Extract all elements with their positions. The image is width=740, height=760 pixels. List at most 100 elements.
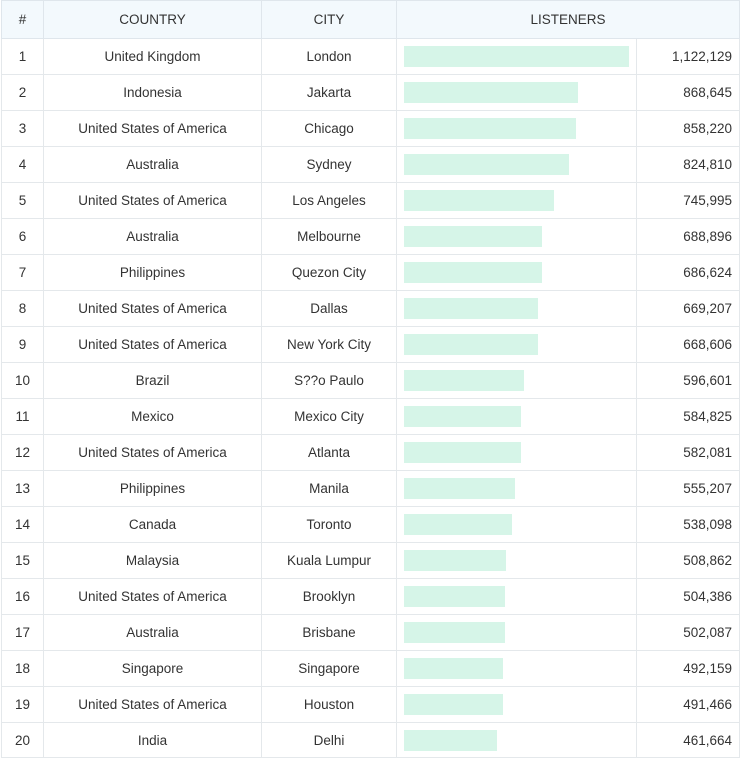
listeners-bar (404, 370, 524, 391)
listeners-value-cell: 502,087 (636, 614, 740, 651)
listeners-value-cell: 858,220 (636, 110, 740, 147)
listeners-value-cell: 824,810 (636, 146, 740, 183)
rank-cell: 10 (1, 362, 44, 399)
header-row: # COUNTRY CITY LISTENERS (1, 0, 740, 39)
rank-cell: 2 (1, 74, 44, 111)
table-row: 15 Malaysia Kuala Lumpur 508,862 (1, 542, 740, 579)
listeners-value-cell: 686,624 (636, 254, 740, 291)
listeners-bar-cell (396, 182, 637, 219)
country-cell: United Kingdom (43, 38, 262, 75)
listeners-value-cell: 461,664 (636, 722, 740, 758)
listeners-bar-cell (396, 362, 637, 399)
table-row: 4 Australia Sydney 824,810 (1, 146, 740, 183)
city-cell: Jakarta (261, 74, 397, 111)
table-row: 12 United States of America Atlanta 582,081 (1, 434, 740, 471)
listeners-value-cell: 868,645 (636, 74, 740, 111)
city-cell: Singapore (261, 650, 397, 687)
listeners-value-cell: 538,098 (636, 506, 740, 543)
listeners-bar (404, 658, 503, 679)
city-cell: New York City (261, 326, 397, 363)
rank-cell: 18 (1, 650, 44, 687)
rank-cell: 9 (1, 326, 44, 363)
listeners-value-cell: 582,081 (636, 434, 740, 471)
listeners-bar-cell (396, 722, 637, 758)
rank-cell: 11 (1, 398, 44, 435)
city-cell: Chicago (261, 110, 397, 147)
rank-cell: 6 (1, 218, 44, 255)
table-row: 7 Philippines Quezon City 686,624 (1, 254, 740, 291)
table-row: 20 India Delhi 461,664 (1, 722, 740, 758)
listeners-column-header[interactable]: LISTENERS (396, 0, 740, 39)
listeners-bar-cell (396, 218, 637, 255)
rank-cell: 7 (1, 254, 44, 291)
table-row: 17 Australia Brisbane 502,087 (1, 614, 740, 651)
rank-cell: 5 (1, 182, 44, 219)
country-cell: Malaysia (43, 542, 262, 579)
listeners-bar-cell (396, 650, 637, 687)
table-row: 13 Philippines Manila 555,207 (1, 470, 740, 507)
city-cell: Toronto (261, 506, 397, 543)
table-row: 18 Singapore Singapore 492,159 (1, 650, 740, 687)
city-cell: Houston (261, 686, 397, 723)
city-cell: Brisbane (261, 614, 397, 651)
listeners-bar (404, 550, 506, 571)
listeners-bar (404, 334, 538, 355)
listeners-bar (404, 478, 515, 499)
listeners-bar-cell (396, 146, 637, 183)
listeners-value-cell: 584,825 (636, 398, 740, 435)
listeners-value-cell: 688,896 (636, 218, 740, 255)
listeners-bar (404, 514, 512, 535)
table-row: 6 Australia Melbourne 688,896 (1, 218, 740, 255)
country-cell: United States of America (43, 290, 262, 327)
rank-cell: 1 (1, 38, 44, 75)
country-cell: United States of America (43, 434, 262, 471)
country-cell: Singapore (43, 650, 262, 687)
rank-cell: 3 (1, 110, 44, 147)
listeners-bar (404, 226, 542, 247)
listeners-bar-cell (396, 614, 637, 651)
table-row: 1 United Kingdom London 1,122,129 (1, 38, 740, 75)
rank-cell: 13 (1, 470, 44, 507)
listeners-bar-cell (396, 470, 637, 507)
listeners-bar (404, 406, 521, 427)
rank-column-header[interactable]: # (1, 0, 44, 39)
rank-cell: 20 (1, 722, 44, 758)
table-header: # COUNTRY CITY LISTENERS (1, 0, 740, 39)
listeners-bar-cell (396, 506, 637, 543)
country-cell: Australia (43, 614, 262, 651)
city-cell: London (261, 38, 397, 75)
listeners-bar-cell (396, 290, 637, 327)
listeners-bar-cell (396, 254, 637, 291)
listeners-bar (404, 118, 576, 139)
listeners-bar (404, 298, 538, 319)
listeners-bar-cell (396, 110, 637, 147)
listeners-bar (404, 586, 505, 607)
table-body: 1 United Kingdom London 1,122,129 2 Indonesia… (1, 38, 740, 758)
city-cell: Manila (261, 470, 397, 507)
country-cell: Canada (43, 506, 262, 543)
listeners-value-cell: 669,207 (636, 290, 740, 327)
city-cell: Brooklyn (261, 578, 397, 615)
listeners-bar (404, 262, 542, 283)
listeners-value-cell: 491,466 (636, 686, 740, 723)
country-column-header[interactable]: COUNTRY (43, 0, 262, 39)
rank-cell: 17 (1, 614, 44, 651)
city-cell: Quezon City (261, 254, 397, 291)
listeners-bar-cell (396, 542, 637, 579)
listeners-bar-cell (396, 326, 637, 363)
listeners-bar-cell (396, 38, 637, 75)
country-cell: Brazil (43, 362, 262, 399)
city-cell: S??o Paulo (261, 362, 397, 399)
country-cell: United States of America (43, 686, 262, 723)
country-cell: Australia (43, 146, 262, 183)
listeners-bar-cell (396, 74, 637, 111)
city-column-header[interactable]: CITY (261, 0, 397, 39)
country-cell: United States of America (43, 182, 262, 219)
city-cell: Sydney (261, 146, 397, 183)
country-cell: United States of America (43, 578, 262, 615)
city-cell: Delhi (261, 722, 397, 758)
listeners-bar-cell (396, 434, 637, 471)
listeners-value-cell: 555,207 (636, 470, 740, 507)
listeners-bar-cell (396, 686, 637, 723)
city-cell: Los Angeles (261, 182, 397, 219)
